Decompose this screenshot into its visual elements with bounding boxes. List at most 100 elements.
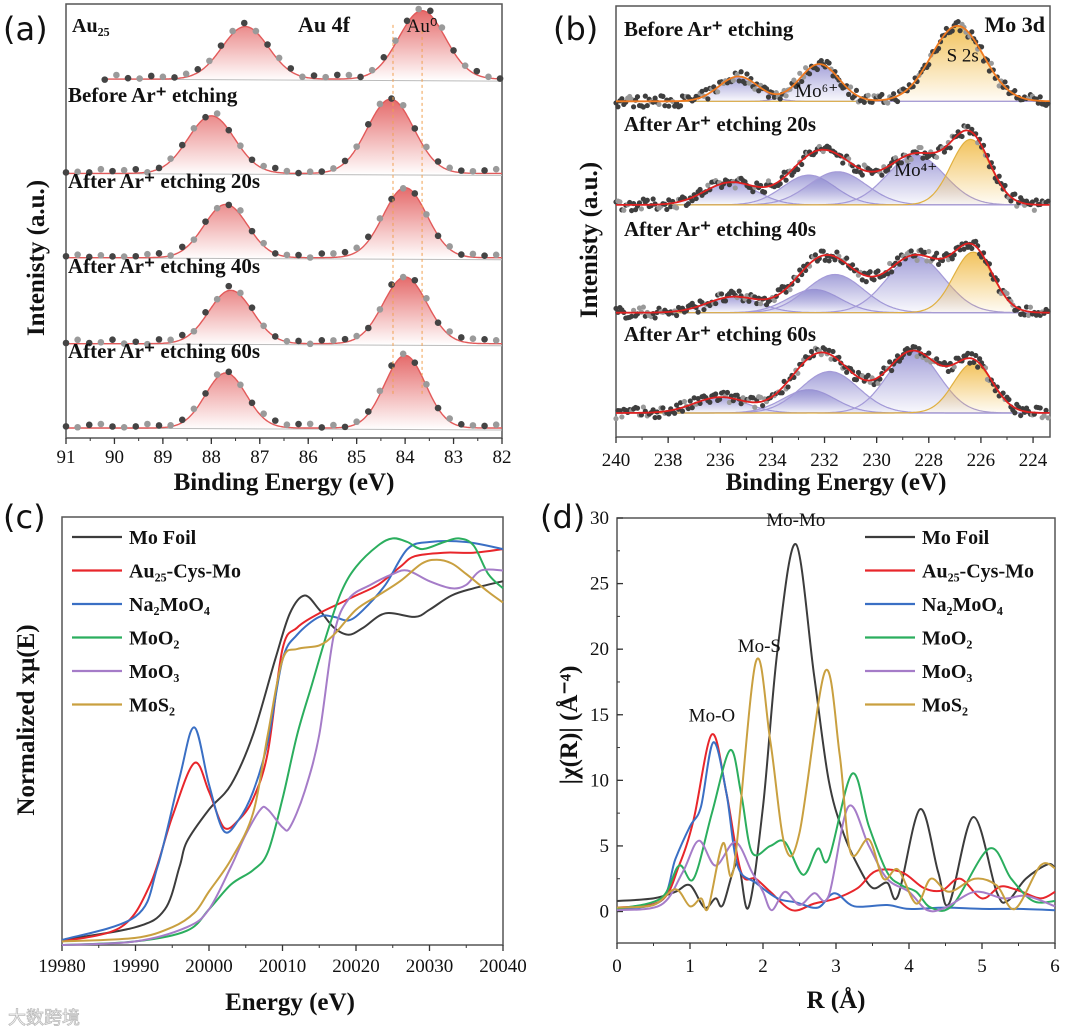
data-point xyxy=(779,390,785,396)
data-point xyxy=(832,257,838,263)
data-point xyxy=(797,70,803,76)
data-point xyxy=(920,155,926,161)
data-point xyxy=(306,168,314,176)
data-point xyxy=(1037,94,1043,100)
x-tick-label: 89 xyxy=(153,447,172,468)
data-point xyxy=(1021,312,1028,318)
data-point xyxy=(947,145,953,151)
data-point xyxy=(894,98,901,105)
data-point xyxy=(887,359,893,365)
data-point xyxy=(666,197,672,203)
data-point xyxy=(1045,415,1051,421)
data-point xyxy=(742,80,748,86)
data-point xyxy=(640,304,646,310)
data-point xyxy=(715,89,721,95)
peak-annotation: Mo-S xyxy=(738,636,781,657)
y-axis-label: Intenisty (a.u.) xyxy=(23,180,50,336)
data-point xyxy=(376,306,384,313)
data-point xyxy=(650,407,656,413)
data-point xyxy=(1029,199,1036,205)
data-point xyxy=(713,300,719,307)
data-point xyxy=(922,249,928,255)
peak-area xyxy=(66,187,502,258)
data-point xyxy=(840,160,846,166)
x-tick-label: 19980 xyxy=(38,956,86,977)
baseline xyxy=(65,172,503,176)
component-line xyxy=(615,362,1050,414)
data-point xyxy=(765,178,772,184)
data-point xyxy=(629,313,635,319)
component-area xyxy=(616,397,1050,413)
data-point xyxy=(295,337,302,345)
panel-label: (a) xyxy=(3,10,48,48)
peak-annotation: Mo⁶⁺ xyxy=(795,81,838,102)
data-point xyxy=(853,168,860,174)
data-point xyxy=(885,271,891,277)
data-point xyxy=(738,401,744,407)
data-point xyxy=(849,262,856,268)
data-point xyxy=(891,91,897,97)
data-point xyxy=(1031,207,1037,213)
data-point xyxy=(734,392,740,398)
envelope-fit-line xyxy=(616,129,1050,206)
panel-label: (c) xyxy=(3,498,46,536)
data-point xyxy=(951,364,957,370)
data-point xyxy=(469,422,477,429)
data-point xyxy=(330,165,337,172)
data-point xyxy=(1006,396,1012,403)
component-area xyxy=(616,363,1050,413)
data-point xyxy=(619,414,625,420)
legend-label: MoO₂ xyxy=(129,628,179,650)
data-point xyxy=(959,133,965,140)
x-axis-label: R (Å) xyxy=(806,986,865,1014)
y-tick-label: 25 xyxy=(590,574,609,595)
series-line-5 xyxy=(616,804,1056,913)
y-axis-label: Intenisty (a.u.) xyxy=(576,162,603,318)
data-point xyxy=(885,100,891,106)
data-point xyxy=(481,336,488,343)
data-point xyxy=(97,251,105,259)
data-point xyxy=(364,408,372,415)
x-tick-label: 1 xyxy=(685,956,695,977)
data-point xyxy=(887,260,893,267)
data-point xyxy=(190,125,198,132)
data-point xyxy=(1012,191,1018,197)
data-point xyxy=(202,308,209,316)
data-point xyxy=(638,206,645,212)
data-point xyxy=(496,75,504,82)
data-point xyxy=(392,37,399,44)
component-area xyxy=(616,274,1050,313)
data-point xyxy=(380,54,388,61)
data-point xyxy=(411,359,419,367)
x-tick-label: 3 xyxy=(831,956,841,977)
data-point xyxy=(1035,100,1041,106)
data-point xyxy=(427,7,434,15)
data-point xyxy=(630,307,637,313)
data-point xyxy=(364,324,372,332)
x-tick-label: 5 xyxy=(977,956,987,977)
data-point xyxy=(1027,304,1034,310)
data-point xyxy=(446,164,453,172)
data-point xyxy=(225,368,233,376)
data-point xyxy=(679,408,686,414)
data-point xyxy=(318,250,326,257)
data-point xyxy=(879,91,885,98)
data-point xyxy=(672,410,678,416)
data-point xyxy=(916,345,922,352)
data-point xyxy=(949,28,955,34)
data-point xyxy=(271,417,279,424)
series-line-6 xyxy=(61,558,504,943)
data-point xyxy=(934,356,940,362)
data-point xyxy=(403,17,411,25)
data-point xyxy=(341,423,349,431)
data-point xyxy=(353,418,360,426)
data-point xyxy=(615,104,621,110)
data-point xyxy=(1037,405,1043,411)
data-point xyxy=(718,291,725,297)
data-point xyxy=(481,422,488,430)
data-point xyxy=(619,96,625,102)
data-point xyxy=(248,304,256,311)
data-point xyxy=(668,204,674,210)
peak-annotation: S 2s xyxy=(947,45,979,66)
data-point xyxy=(271,333,279,340)
